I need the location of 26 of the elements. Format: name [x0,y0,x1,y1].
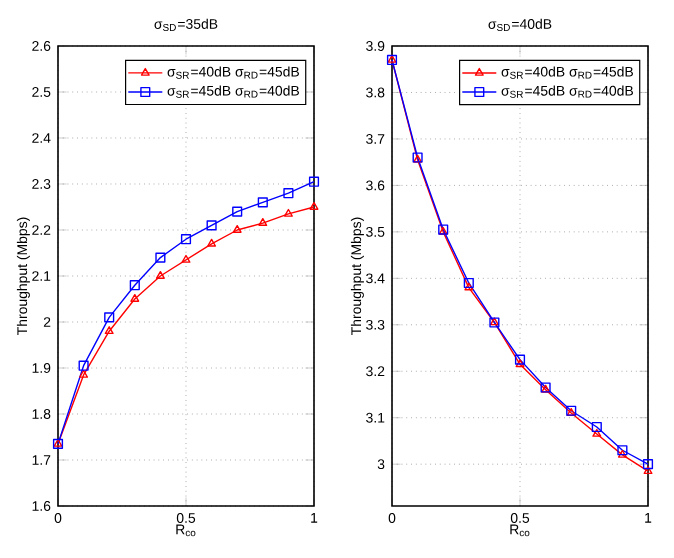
point [129,280,140,291]
point [283,208,293,217]
point [232,224,242,233]
point [591,421,602,433]
point [79,369,89,378]
point [592,428,602,437]
point [464,282,474,291]
point [515,359,525,368]
point [181,254,191,263]
point [206,220,217,231]
point [463,277,474,289]
point [258,218,268,226]
point [155,270,165,279]
point [308,176,320,187]
point [104,326,114,335]
point [257,197,268,208]
point [232,206,243,217]
point [514,354,526,365]
point [207,238,217,247]
point [642,459,654,470]
point [104,312,115,323]
point [180,234,192,245]
point [130,293,140,302]
point [155,252,166,263]
point [283,188,294,199]
point [78,360,89,371]
